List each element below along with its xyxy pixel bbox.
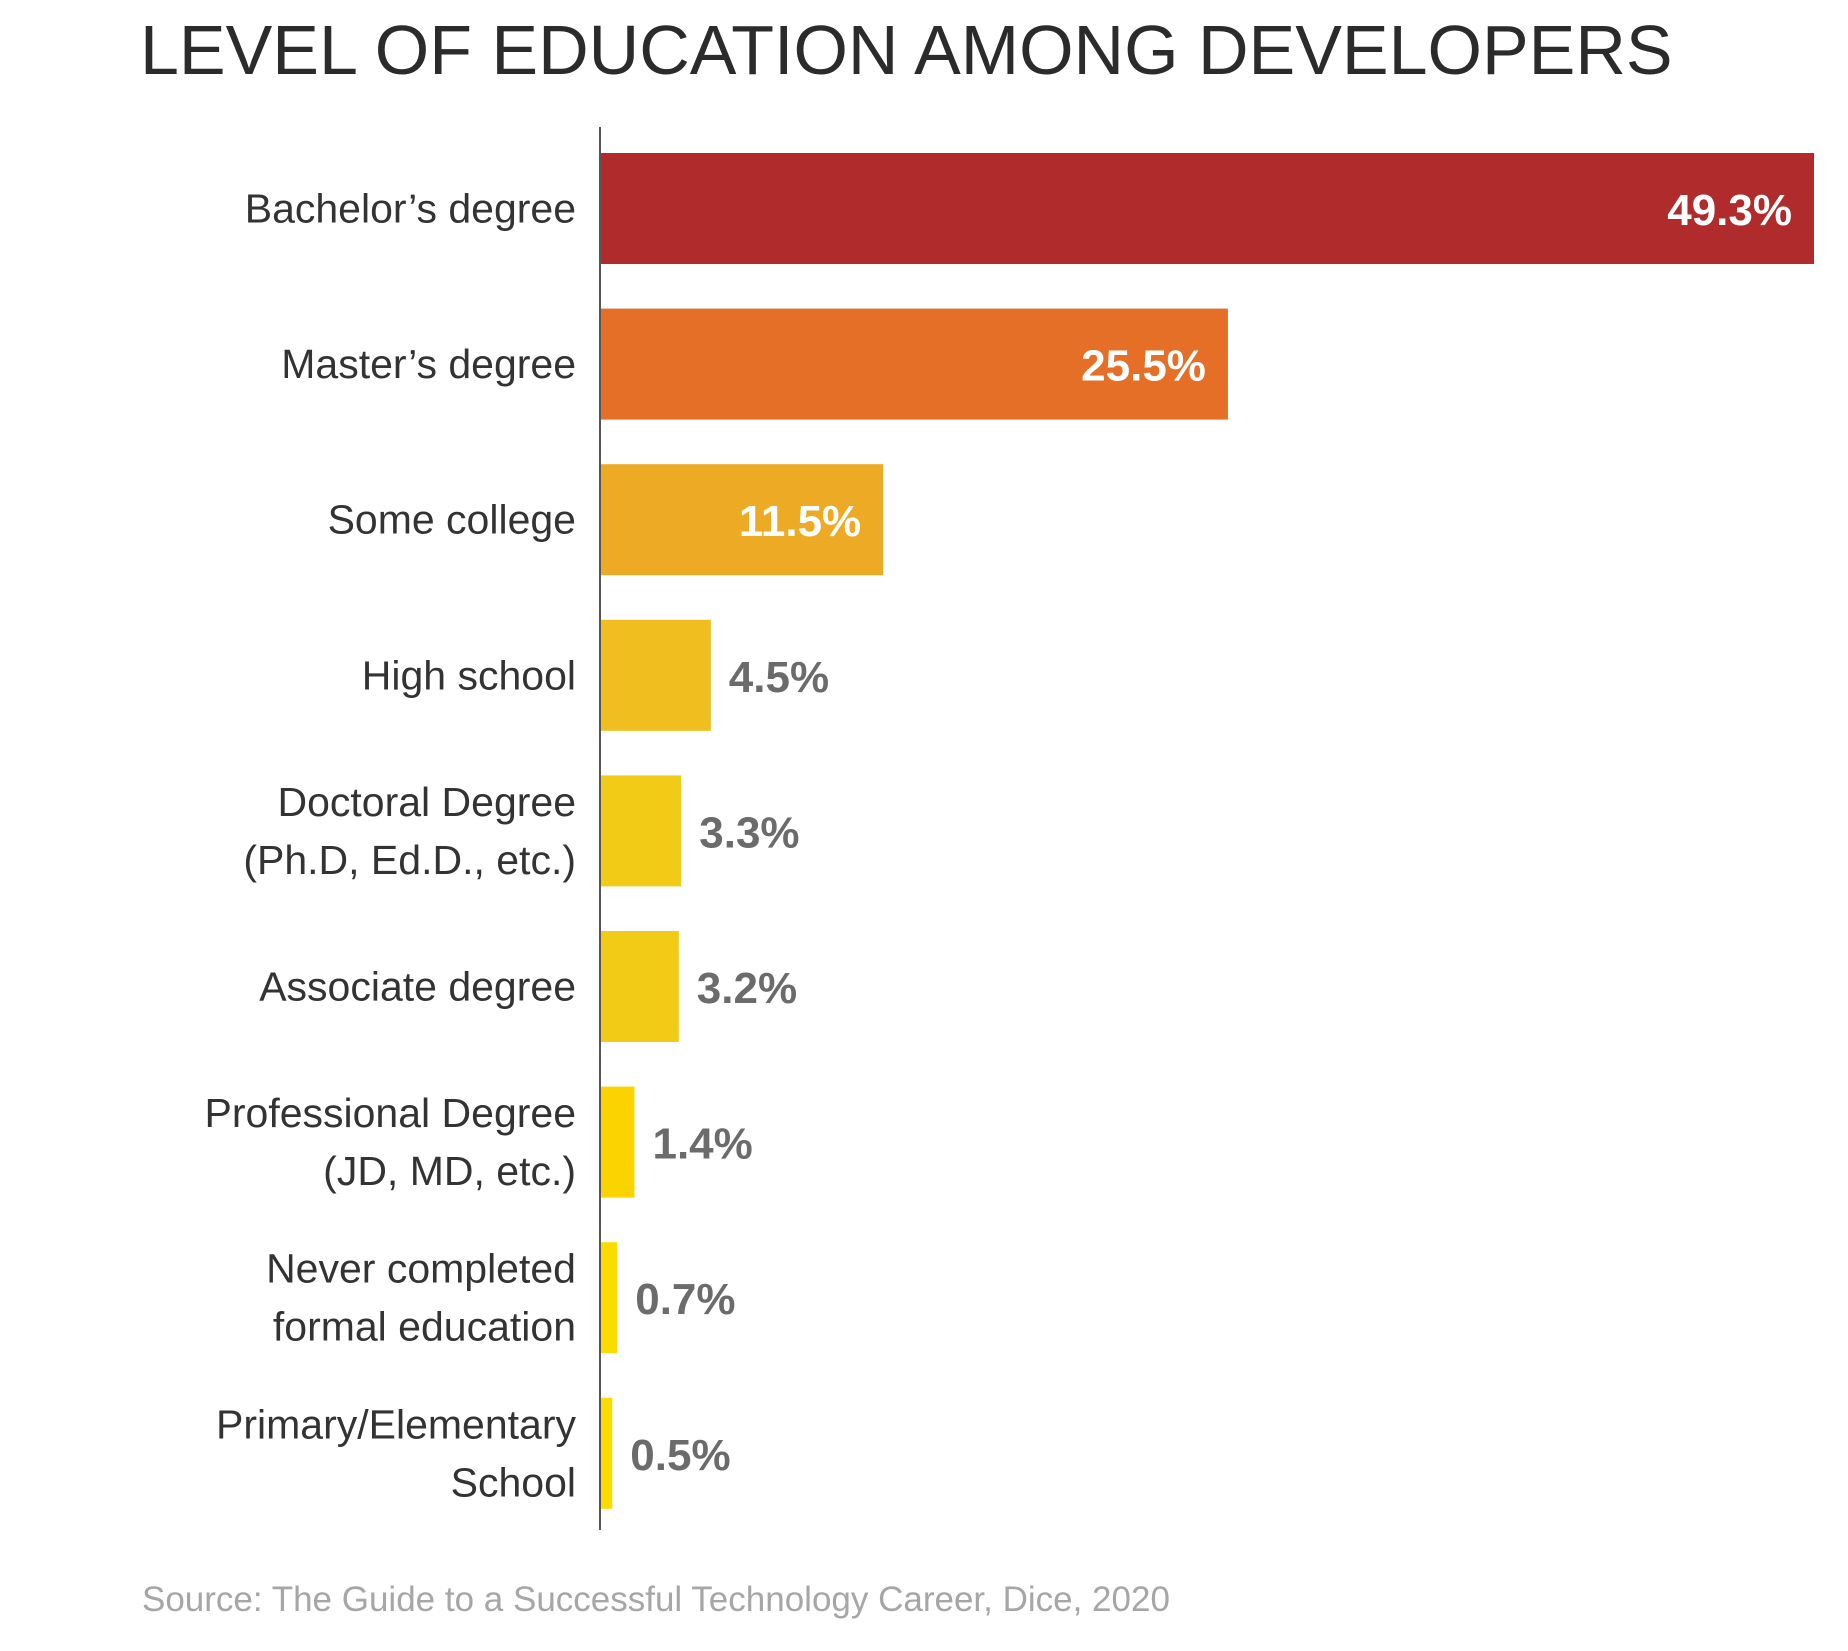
category-label: (JD, MD, etc.) <box>323 1148 576 1194</box>
category-label: Associate degree <box>259 964 576 1010</box>
bar <box>600 931 679 1042</box>
chart-title: LEVEL OF EDUCATION AMONG DEVELOPERS <box>140 11 1673 89</box>
bar <box>600 775 682 887</box>
category-label: (Ph.D, Ed.D., etc.) <box>243 837 576 883</box>
bar <box>600 619 711 731</box>
category-label: Professional Degree <box>205 1090 576 1136</box>
category-label: formal education <box>273 1304 576 1350</box>
category-label: Primary/Elementary <box>216 1401 576 1447</box>
bar <box>600 308 1228 420</box>
category-label: Bachelor’s degree <box>245 186 576 232</box>
source-note: Source: The Guide to a Successful Techno… <box>142 1580 1170 1619</box>
bar <box>600 1086 635 1198</box>
bar <box>600 153 1814 264</box>
bar <box>600 1397 613 1509</box>
category-label: Doctoral Degree <box>277 779 576 825</box>
value-label: 0.5% <box>630 1431 730 1480</box>
value-label: 0.7% <box>635 1275 735 1324</box>
category-label: Master’s degree <box>281 341 576 387</box>
bar <box>600 464 884 576</box>
value-label: 1.4% <box>652 1120 752 1169</box>
value-label: 11.5% <box>739 497 861 546</box>
value-label: 49.3% <box>1667 186 1792 235</box>
category-label: Some college <box>328 497 576 543</box>
bar <box>600 1242 618 1354</box>
value-label: 3.2% <box>697 964 797 1013</box>
category-label: High school <box>362 652 576 698</box>
category-label: Never completed <box>266 1246 576 1292</box>
value-label: 4.5% <box>729 653 829 702</box>
value-label: 25.5% <box>1081 342 1206 391</box>
category-label: School <box>451 1459 576 1505</box>
value-label: 3.3% <box>699 808 799 857</box>
